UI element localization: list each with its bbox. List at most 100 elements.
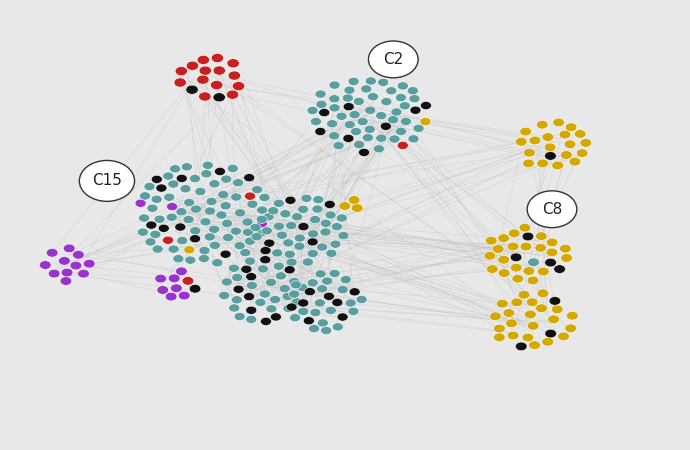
Circle shape: [180, 184, 191, 193]
Circle shape: [486, 265, 498, 274]
Circle shape: [152, 245, 163, 253]
Circle shape: [344, 121, 355, 129]
Circle shape: [273, 262, 284, 270]
Circle shape: [564, 140, 576, 148]
Circle shape: [256, 220, 267, 228]
Circle shape: [507, 242, 519, 251]
Circle shape: [240, 248, 251, 257]
Circle shape: [357, 117, 368, 126]
Circle shape: [493, 333, 505, 342]
Circle shape: [537, 289, 549, 297]
Circle shape: [279, 284, 290, 292]
Circle shape: [386, 87, 397, 95]
Circle shape: [168, 180, 179, 188]
Circle shape: [168, 274, 180, 283]
Circle shape: [260, 317, 271, 325]
Circle shape: [558, 332, 569, 341]
Circle shape: [330, 240, 341, 248]
Circle shape: [497, 255, 509, 264]
Circle shape: [511, 263, 522, 272]
Circle shape: [409, 94, 420, 103]
Circle shape: [331, 223, 342, 231]
Circle shape: [395, 94, 406, 102]
Circle shape: [339, 202, 351, 210]
Circle shape: [519, 223, 531, 232]
Circle shape: [206, 198, 217, 206]
Circle shape: [546, 248, 558, 256]
Circle shape: [297, 205, 308, 213]
Circle shape: [212, 259, 223, 267]
Circle shape: [227, 58, 239, 68]
Circle shape: [273, 222, 284, 230]
Text: C2: C2: [383, 52, 404, 67]
Circle shape: [342, 94, 353, 102]
Circle shape: [520, 242, 532, 251]
Circle shape: [337, 286, 348, 294]
Circle shape: [259, 256, 270, 264]
Circle shape: [197, 55, 210, 64]
Circle shape: [234, 242, 245, 250]
Circle shape: [227, 164, 238, 172]
Circle shape: [537, 159, 549, 168]
Circle shape: [520, 127, 531, 136]
Circle shape: [523, 267, 535, 275]
Circle shape: [297, 299, 308, 307]
Circle shape: [325, 306, 336, 315]
Circle shape: [255, 229, 266, 237]
Circle shape: [310, 216, 321, 224]
Text: C8: C8: [542, 202, 562, 217]
Circle shape: [260, 247, 271, 255]
Circle shape: [219, 292, 230, 300]
Circle shape: [343, 103, 354, 111]
Circle shape: [176, 174, 187, 183]
Circle shape: [283, 304, 294, 312]
Circle shape: [493, 324, 505, 333]
Circle shape: [400, 117, 411, 126]
Circle shape: [408, 135, 419, 143]
Circle shape: [151, 175, 162, 184]
Circle shape: [139, 192, 150, 200]
Circle shape: [410, 106, 421, 114]
Circle shape: [250, 223, 261, 232]
Circle shape: [381, 98, 392, 106]
Circle shape: [145, 238, 156, 246]
Circle shape: [351, 204, 363, 212]
Circle shape: [233, 285, 244, 293]
Circle shape: [256, 215, 267, 223]
Circle shape: [294, 242, 305, 250]
Circle shape: [304, 288, 315, 296]
Circle shape: [544, 152, 556, 160]
Circle shape: [228, 264, 239, 272]
Circle shape: [284, 266, 295, 274]
Circle shape: [190, 234, 201, 243]
Circle shape: [158, 224, 169, 232]
Circle shape: [524, 148, 535, 157]
Circle shape: [156, 184, 167, 192]
Circle shape: [266, 305, 277, 313]
Circle shape: [365, 106, 376, 114]
Circle shape: [359, 148, 370, 157]
Circle shape: [195, 188, 206, 196]
Circle shape: [515, 342, 527, 351]
Circle shape: [348, 196, 360, 204]
Circle shape: [209, 180, 220, 188]
Circle shape: [321, 326, 332, 335]
Circle shape: [79, 161, 135, 201]
Circle shape: [199, 254, 210, 263]
Circle shape: [144, 182, 155, 191]
Circle shape: [298, 223, 309, 231]
Circle shape: [407, 87, 418, 95]
Circle shape: [39, 261, 51, 270]
Circle shape: [317, 319, 328, 327]
Circle shape: [413, 124, 424, 132]
Circle shape: [496, 299, 508, 308]
Circle shape: [333, 141, 344, 150]
Circle shape: [189, 175, 200, 183]
Circle shape: [221, 175, 232, 183]
Circle shape: [329, 104, 340, 112]
Circle shape: [286, 258, 297, 266]
Circle shape: [388, 116, 399, 124]
Circle shape: [304, 317, 315, 325]
Circle shape: [566, 311, 578, 320]
Circle shape: [535, 232, 547, 240]
